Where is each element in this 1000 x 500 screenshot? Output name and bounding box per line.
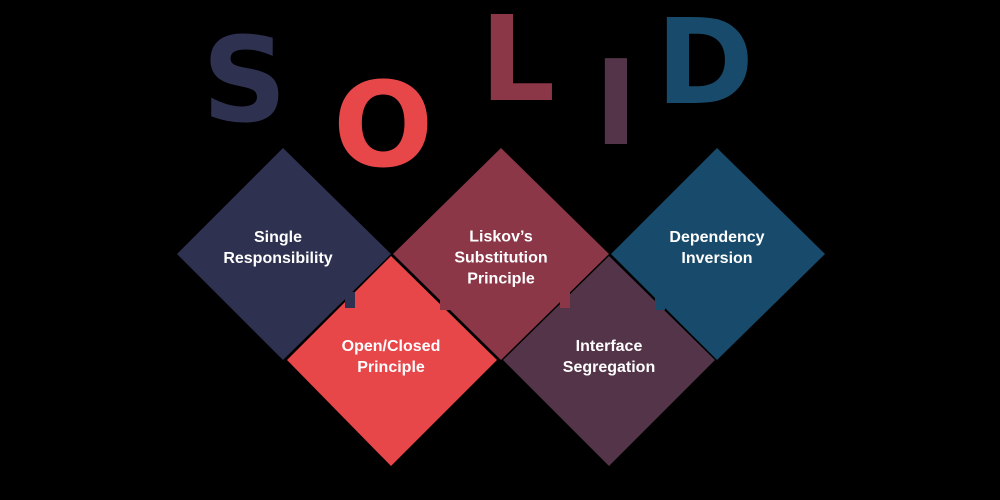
label-liskov-substitution: Liskov’s Substitution Principle [454,227,547,290]
label-line: Principle [357,359,425,376]
label-line: Open/Closed [341,338,441,355]
label-line: Liskov’s [469,228,533,246]
label-dependency-inversion: Dependency Inversion [669,227,764,269]
label-open-closed: Open/Closed Principle [342,336,441,378]
label-interface-segregation: Interface Segregation [563,336,655,378]
label-line: Principle [467,270,535,288]
label-line: Inversion [681,250,753,267]
letter-s: S [202,11,287,149]
puzzle-notches [345,292,665,310]
letter-d: D [656,0,754,131]
label-single-responsibility: Single Responsibility [223,227,332,269]
label-line: Single [253,229,303,246]
label-line: Responsibility [223,250,333,267]
diamond-single-responsibility [177,148,391,360]
label-line: Segregation [562,359,656,376]
letter-l: L [480,0,556,128]
label-line: Substitution [454,249,548,267]
letter-i: I [594,34,638,172]
letter-o: O [333,56,434,194]
label-line: Dependency [669,229,765,246]
label-line: Interface [575,338,643,355]
